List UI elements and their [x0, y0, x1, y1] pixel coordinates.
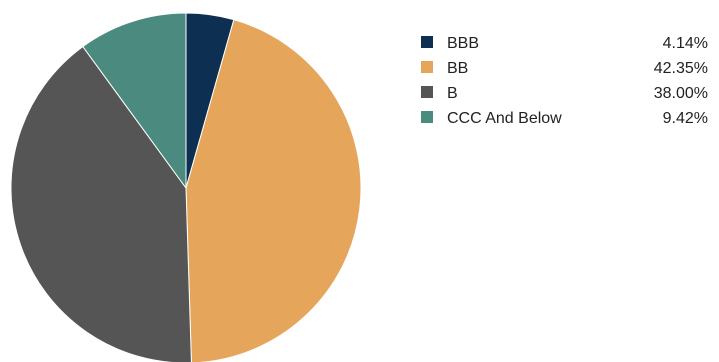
pie-slice-b: [10, 45, 192, 362]
legend-value-bbb: 4.14%: [663, 35, 708, 52]
pie-slice-ccc-and-below: [82, 12, 187, 190]
legend-value-ccc-and-below: 9.42%: [663, 110, 708, 127]
legend-label-b: B: [447, 85, 458, 102]
legend-label-ccc-and-below: CCC And Below: [447, 110, 562, 127]
legend-swatch-ccc-and-below: [421, 111, 433, 123]
legend-swatch-bb: [421, 61, 433, 73]
legend-label-bb: BB: [447, 60, 468, 77]
legend-label-bbb: BBB: [447, 35, 479, 52]
legend-value-bb: 42.35%: [654, 60, 708, 77]
pie-slices: [10, 12, 362, 362]
legend-swatch-b: [421, 86, 433, 98]
pie-slice-bb: [185, 19, 362, 362]
legend-value-b: 38.00%: [654, 85, 708, 102]
legend-swatch-bbb: [421, 36, 433, 48]
legend: BBB 4.14% BB 42.35% B 38.00% CCC And Below 9.42…: [421, 35, 708, 127]
